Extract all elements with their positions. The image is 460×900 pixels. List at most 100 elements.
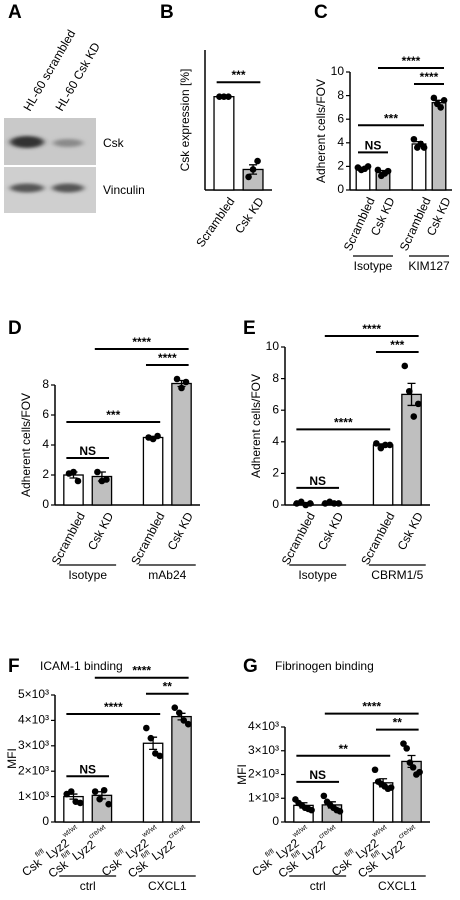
data-point [156,752,164,760]
significance-label: **** [420,70,439,84]
panel-title: Fibrinogen binding [275,659,374,673]
data-point [410,413,418,420]
data-point [76,799,84,807]
y-tick-label: 0 [337,182,344,196]
significance-label: NS [79,444,96,458]
data-point [245,173,252,181]
x-tick-label: Scrambled [128,510,167,567]
group-label: Isotype [298,568,337,582]
data-point [336,808,344,815]
y-axis-label: MFI [235,764,249,785]
blot-band [10,136,44,148]
data-point [409,764,417,771]
y-tick-label: 1×10³ [18,789,49,803]
y-tick-label: 8 [42,377,49,391]
significance-label: *** [106,408,120,422]
bar [372,444,394,506]
significance-label: **** [132,664,151,678]
y-tick-label: 4 [42,437,49,451]
data-point [249,166,257,173]
data-point [420,144,428,151]
group-label: Isotype [68,568,107,582]
group-label: ctrl [80,879,96,893]
significance-label: **** [158,351,177,365]
panel-letter: A [8,2,22,23]
data-point [91,788,99,795]
data-point [373,440,380,447]
data-point [387,784,395,791]
data-point [70,468,77,476]
data-point [308,806,315,814]
significance-label: ** [393,716,403,730]
significance-label: *** [384,111,398,125]
significance-label: NS [79,762,96,776]
y-tick-label: 4×10³ [18,713,49,727]
panel-letter: C [314,2,328,23]
data-point [416,768,423,776]
x-tick-label: Scrambled [279,510,318,567]
group-label: KIM127 [408,259,450,273]
y-tick-label: 3×10³ [18,738,49,752]
data-point [184,720,192,728]
data-point [414,400,422,408]
y-axis-label: MFI [5,748,19,769]
data-point [254,157,261,165]
data-point [400,740,407,747]
y-tick-label: 4 [337,135,344,149]
group-label: mAb24 [148,568,186,582]
y-tick-label: 10 [331,64,345,78]
y-tick-label: 6 [337,111,344,125]
significance-label: NS [309,474,326,488]
data-point [306,500,314,507]
x-tick-label: Csk KD [85,510,117,553]
panel-title: ICAM-1 binding [40,659,123,673]
y-tick-label: 6 [272,402,279,416]
y-axis-label: Adherent cells/FOV [314,79,328,183]
significance-label: **** [132,335,151,349]
significance-label: ** [163,680,173,694]
bar [401,393,422,506]
significance-label: ** [339,742,349,756]
data-point [173,375,181,383]
error-bar [407,382,416,407]
data-point [171,704,179,711]
y-tick-label: 4×10³ [248,719,279,733]
significance-label: NS [365,138,382,152]
bar [171,715,192,823]
panel-letter: B [160,2,174,23]
panel-letter: G [243,656,258,677]
data-point [74,477,82,485]
data-point [335,500,342,507]
data-point [180,717,188,724]
data-point [384,167,392,175]
data-point [182,378,190,386]
data-point [430,94,438,102]
y-tick-label: 0 [42,497,49,511]
group-label: ctrl [310,879,326,893]
y-tick-label: 2 [272,466,279,480]
data-point [405,387,413,395]
data-point [96,795,103,803]
data-point [371,766,379,774]
data-point [406,759,414,766]
x-tick-label: Csk KD [164,510,196,553]
y-tick-label: 5×10³ [18,687,49,701]
significance-label: **** [362,700,381,714]
x-tick-label: Csk KD [394,510,426,553]
x-tick-label: Csk KD [232,194,267,236]
y-tick-label: 2 [42,467,49,481]
row-label: Csk [103,136,125,150]
data-point [154,432,161,440]
group-label: CBRM1/5 [371,568,423,582]
y-tick-label: 8 [272,371,279,385]
x-tick-label: Csk KD [315,510,347,553]
data-point [100,786,108,794]
group-label: CXCL1 [378,879,417,893]
y-tick-label: 1×10³ [248,790,279,804]
data-point [386,441,394,449]
data-point [401,362,409,370]
y-tick-label: 8 [337,88,344,102]
significance-label: **** [104,700,123,714]
y-tick-label: 2×10³ [18,763,49,777]
